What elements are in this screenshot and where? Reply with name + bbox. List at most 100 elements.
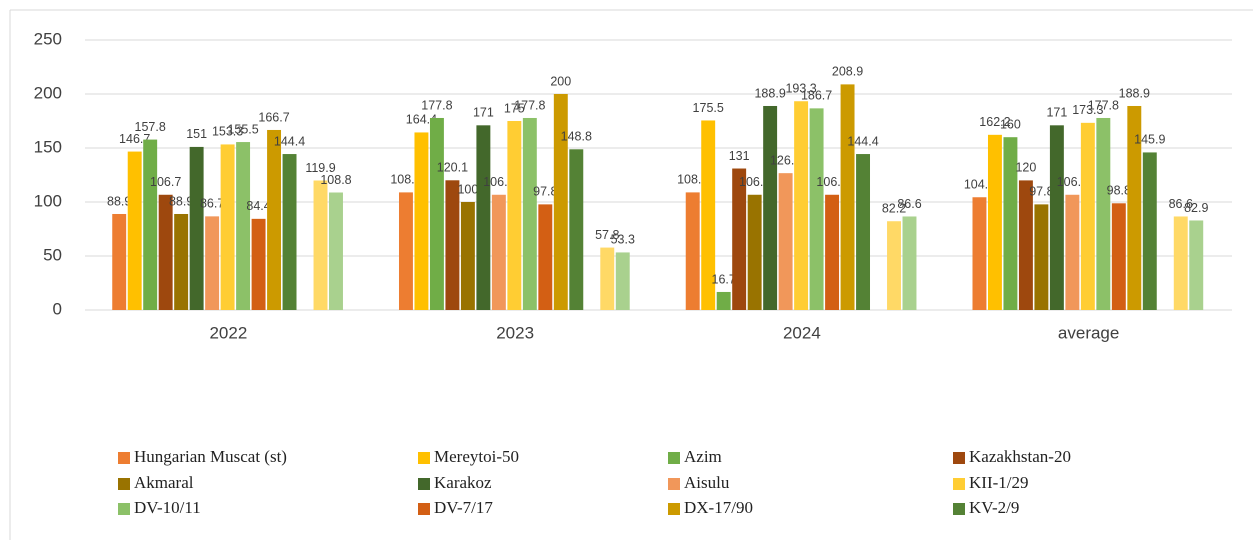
bar <box>732 168 747 310</box>
value-label: 82.9 <box>1184 201 1208 215</box>
value-label: 175 <box>504 101 525 115</box>
value-label: 145.9 <box>1134 133 1165 147</box>
value-label: 97.8 <box>1029 185 1053 199</box>
bar <box>251 218 266 310</box>
bar <box>1018 180 1033 310</box>
value-label: 108.8 <box>320 173 351 187</box>
value-label: 16.7 <box>712 272 736 286</box>
legend-label: Karakoz <box>434 473 492 492</box>
bar <box>491 194 506 310</box>
legend-swatch <box>118 478 130 490</box>
bar <box>313 180 328 310</box>
bar <box>887 221 901 310</box>
value-label: 106.7 <box>1057 175 1088 189</box>
value-label: 186.7 <box>801 89 832 103</box>
value-label: 106.7 <box>816 175 847 189</box>
legend-label: Azim <box>684 447 722 466</box>
legend-swatch <box>418 503 430 515</box>
value-label: 208.9 <box>832 65 863 79</box>
bar <box>236 142 251 310</box>
legend-swatch <box>118 503 130 515</box>
bar <box>794 101 809 311</box>
bar <box>460 202 475 310</box>
legend-swatch <box>953 452 965 464</box>
y-tick-label: 250 <box>34 29 62 48</box>
bar <box>1189 220 1204 310</box>
value-label: 146.7 <box>119 132 150 146</box>
x-tick-label: 2023 <box>496 323 534 342</box>
legend-swatch <box>953 478 965 490</box>
legend-label: DX-17/90 <box>684 498 753 517</box>
value-label: 108.9 <box>677 173 708 187</box>
bar <box>414 132 429 310</box>
value-label: 175.5 <box>693 101 724 115</box>
value-label: 108.9 <box>390 173 421 187</box>
bar <box>329 192 343 310</box>
x-tick-label: average <box>1058 323 1119 342</box>
y-tick-label: 0 <box>53 299 62 318</box>
bar <box>1034 204 1049 310</box>
legend-swatch <box>668 452 680 464</box>
value-label: 86.7 <box>200 197 224 211</box>
value-label: 106.7 <box>483 175 514 189</box>
value-label: 106.7 <box>150 175 181 189</box>
bar <box>1080 122 1095 310</box>
value-label: 98.8 <box>1107 184 1131 198</box>
value-label: 144.4 <box>847 134 878 148</box>
value-label: 188.9 <box>1119 86 1150 100</box>
value-label: 153.3 <box>212 125 243 139</box>
bar <box>685 192 700 310</box>
bar <box>747 194 762 310</box>
bar <box>1173 216 1188 310</box>
bar <box>267 129 282 310</box>
legend-swatch <box>418 478 430 490</box>
bar <box>1003 137 1018 310</box>
bar <box>205 216 220 310</box>
bar <box>522 117 537 310</box>
legend-label: KII-1/29 <box>969 473 1028 492</box>
value-label: 148.8 <box>561 130 592 144</box>
legend-label: Aisulu <box>684 473 730 492</box>
legend-swatch <box>418 452 430 464</box>
bar <box>398 192 413 310</box>
bar <box>809 108 824 310</box>
bar <box>902 216 917 310</box>
bar <box>600 247 615 310</box>
value-label: 173.3 <box>1072 103 1103 117</box>
value-label: 106.7 <box>739 175 770 189</box>
bar <box>1049 125 1064 310</box>
legend-swatch <box>668 503 680 515</box>
y-tick-label: 200 <box>34 83 62 102</box>
legend-label: Akmaral <box>134 473 194 492</box>
value-label: 88.9 <box>169 194 193 208</box>
bar <box>220 144 235 310</box>
bar <box>987 134 1002 310</box>
bar <box>112 213 127 310</box>
value-label: 120 <box>1015 161 1036 175</box>
value-label: 160 <box>1000 117 1021 131</box>
value-label: 151 <box>186 127 207 141</box>
bar <box>1065 194 1080 310</box>
bar <box>158 194 173 310</box>
value-label: 157.8 <box>135 120 166 134</box>
value-label: 193.3 <box>785 82 816 96</box>
bar <box>1127 105 1142 310</box>
legend-label: KV-2/9 <box>969 498 1019 517</box>
bar <box>615 252 630 310</box>
bar <box>1096 117 1111 310</box>
bar <box>553 94 568 310</box>
value-label: 144.4 <box>274 134 305 148</box>
bar <box>127 151 142 310</box>
bar <box>143 139 158 310</box>
value-label: 171 <box>1046 106 1067 120</box>
value-label: 104.4 <box>964 178 995 192</box>
legend-label: Hungarian Muscat (st) <box>134 447 287 466</box>
bar <box>429 117 444 310</box>
value-label: 164.4 <box>406 113 437 127</box>
value-label: 86.6 <box>1169 197 1193 211</box>
value-label: 53.3 <box>611 233 635 247</box>
bar <box>282 154 297 310</box>
bar <box>701 120 716 311</box>
